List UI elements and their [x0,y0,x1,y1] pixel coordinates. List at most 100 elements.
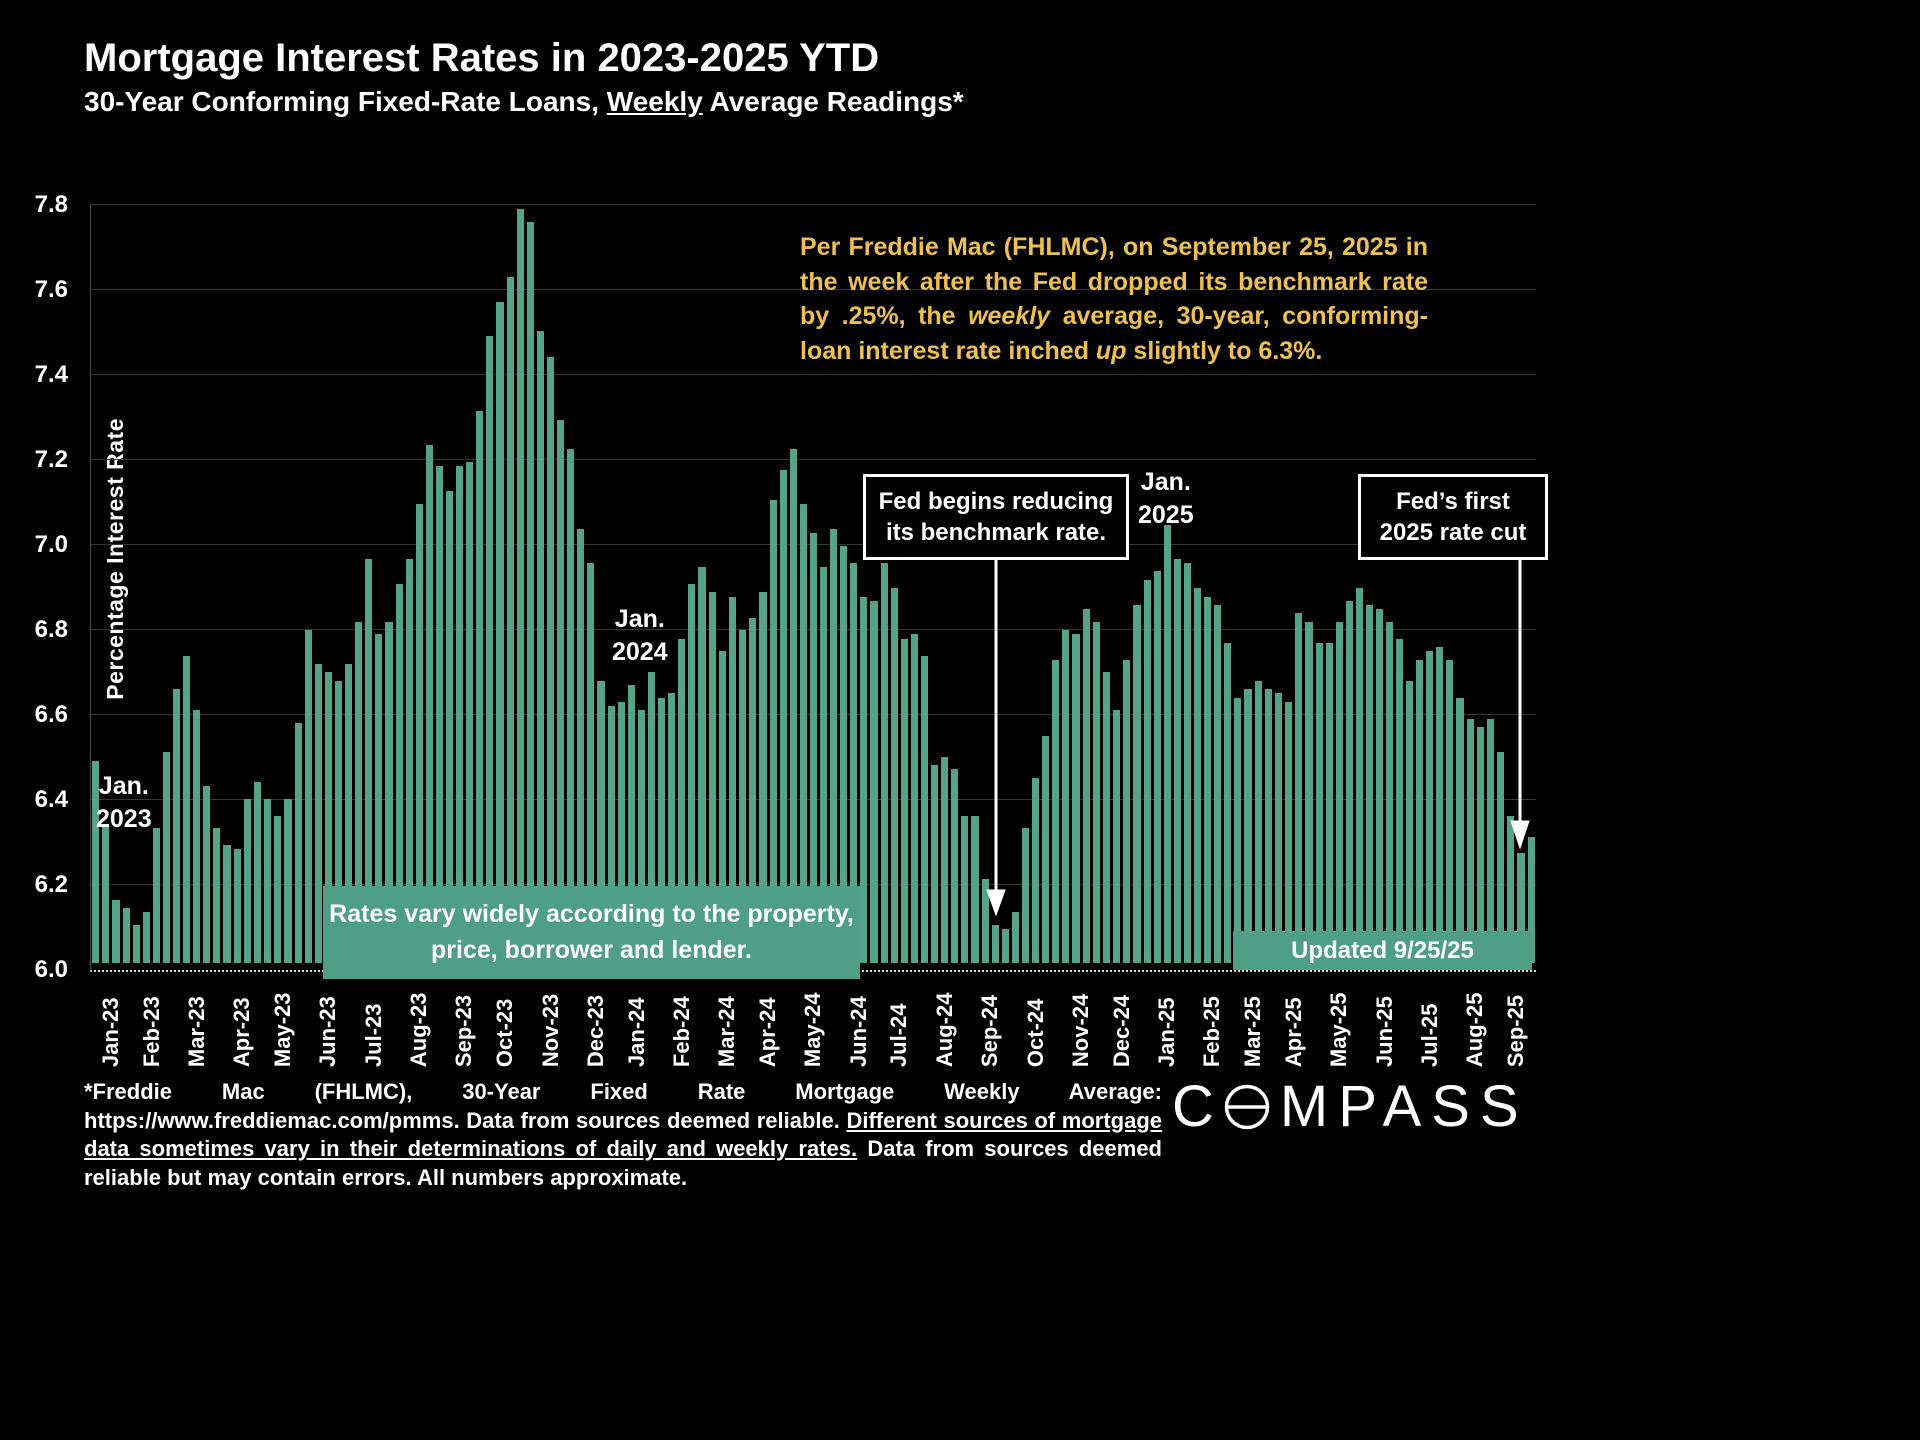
x-tick-label: Sep-24 [977,994,1003,1067]
x-tick-label: Oct-24 [1022,998,1048,1067]
month-group: Apr-24 [749,205,787,1067]
gridline [91,459,1536,460]
bar [1375,609,1384,963]
bar [375,634,383,963]
bar [183,655,191,963]
bar [1386,621,1394,963]
bar [415,503,423,963]
bar [445,491,453,963]
bar [122,908,130,963]
bar [547,356,555,963]
bar [1497,752,1505,963]
note-italic-up: up [1095,336,1127,365]
month-group: May-25 [1315,205,1363,1067]
bar [1396,638,1404,963]
bar [688,583,696,963]
bar [1436,647,1444,963]
gridline [91,289,1536,290]
bar [233,849,241,963]
bar [567,449,575,963]
gridline [91,204,1536,205]
page-subtitle: 30-Year Conforming Fixed-Rate Loans, Wee… [84,86,964,118]
bar [597,680,605,963]
compass-logo-o-icon [1224,1084,1270,1130]
x-tick-label: Apr-24 [755,997,781,1067]
bar [971,815,979,963]
bar [365,558,373,963]
label-jan-2025: Jan. 2025 [1138,468,1194,529]
month-group: Jun-23 [304,205,352,1067]
bar [455,466,463,963]
subtitle-suffix: Average Readings* [702,86,964,117]
x-tick-label: Mar-24 [714,996,740,1067]
month-group: Apr-25 [1274,205,1313,1067]
bar [1102,672,1110,963]
bar [1173,558,1181,963]
month-group: May-23 [264,205,302,1067]
x-tick-label: Feb-23 [138,996,164,1067]
bar [223,845,231,963]
bar [1092,621,1100,963]
month-group: Sep-25 [1497,205,1535,1067]
month-group: Jan-23 [92,205,130,1067]
x-tick-label: Aug-23 [406,992,432,1067]
x-tick-label: Mar-23 [183,996,209,1067]
bar [557,419,565,963]
bar [739,630,747,963]
bar [405,558,413,963]
bar [829,529,837,963]
bar [607,706,615,963]
y-tick-label: 6.0 [34,956,68,983]
bar [294,722,302,963]
bar [1446,659,1454,963]
bar [435,466,443,963]
bar [537,331,545,963]
y-tick-label: 6.4 [34,786,68,813]
bar [1406,680,1414,963]
bar [627,685,636,963]
y-axis: 6.0 6.2 6.4 6.6 6.8 7.0 7.2 7.4 7.6 7.8 [10,193,80,982]
bar [931,765,939,963]
bar [708,592,716,963]
bar [850,562,858,963]
bar [1295,613,1303,963]
bar [991,925,999,963]
month-group: Feb-23 [132,205,171,1067]
label-jan-2023: Jan. 2023 [96,772,152,833]
bar [1113,710,1121,963]
bar [213,828,221,963]
x-tick-label: Sep-25 [1502,994,1528,1067]
bar [1254,680,1262,963]
footnote-text: *Freddie Mac (FHLMC), 30-Year Fixed Rate… [84,1079,1162,1133]
bar [476,411,484,963]
note-text: slightly to 6.3%. [1126,336,1323,365]
bar [648,672,656,963]
page-title: Mortgage Interest Rates in 2023-2025 YTD [84,36,880,80]
subtitle-prefix: 30-Year Conforming Fixed-Rate Loans, [84,86,607,117]
x-tick-label: Sep-23 [451,994,477,1067]
x-tick-label: Jul-25 [1416,1003,1442,1067]
bar [1143,579,1151,963]
bar [1416,659,1424,963]
month-group: Aug-24 [921,205,969,1067]
x-tick-label: Apr-23 [229,997,255,1067]
y-tick-label: 6.8 [34,616,68,643]
bar [678,638,686,963]
x-tick-label: Mar-25 [1240,996,1266,1067]
bar [870,600,878,963]
x-tick-label: Jan-23 [97,997,123,1067]
x-tick-label: Nov-24 [1067,993,1093,1067]
footnote-underlined: Different sources of mortgage data somet… [84,1107,1163,1162]
bar [941,756,949,963]
bar [1193,588,1201,963]
x-tick-label: Dec-24 [1108,994,1134,1067]
bar [658,697,666,963]
bar [799,503,807,963]
bar [900,638,909,963]
bar [385,621,393,963]
bar [1001,929,1010,963]
bar [921,655,929,963]
bar [506,276,514,963]
y-tick-label: 7.2 [34,446,68,473]
callout-fed-begins-reducing: Fed begins reducing its benchmark rate. [863,474,1129,561]
